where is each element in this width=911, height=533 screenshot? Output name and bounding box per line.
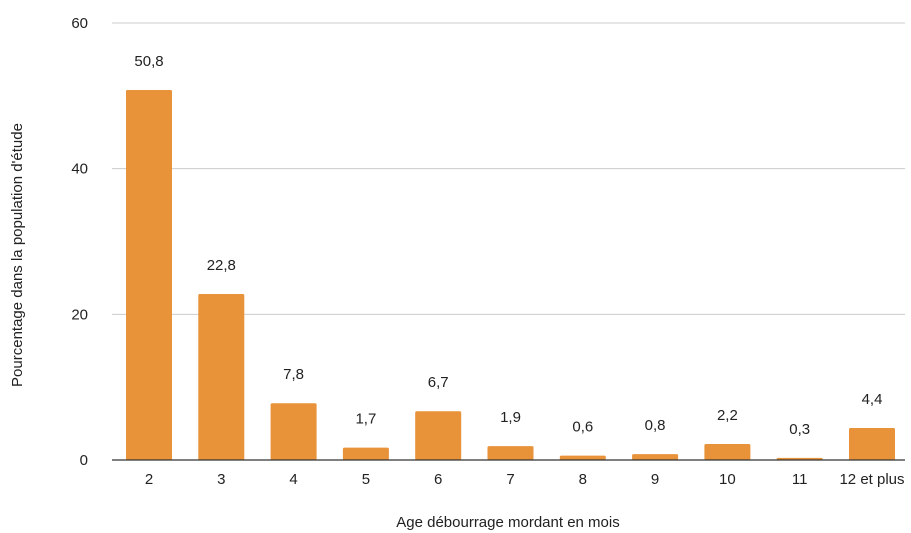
bar — [632, 454, 679, 460]
bar-value-label: 4,4 — [862, 391, 883, 408]
x-tick-label: 4 — [289, 471, 297, 488]
bars — [126, 90, 895, 461]
bar — [342, 447, 389, 460]
bar-value-label: 7,8 — [283, 366, 304, 383]
x-tick-label: 8 — [579, 471, 587, 488]
data-labels: 50,8 22,8 7,8 1,7 6,7 1,9 0,6 0,8 2,2 0,3 4,4 — [134, 53, 882, 438]
y-tick-label: 60 — [71, 15, 88, 32]
bar-value-label: 0,3 — [789, 421, 810, 438]
bar-value-label: 0,8 — [645, 417, 666, 434]
bar-value-label: 1,7 — [355, 411, 376, 428]
x-tick-label: 3 — [217, 471, 225, 488]
x-tick-label: 2 — [145, 471, 153, 488]
x-tick-label: 6 — [434, 471, 442, 488]
bar-value-label: 22,8 — [207, 257, 236, 274]
bar — [126, 90, 172, 461]
x-tick-label: 11 — [792, 471, 808, 488]
y-tick-label: 0 — [80, 452, 88, 469]
x-tick-label: 9 — [651, 471, 659, 488]
x-axis-title: Age débourrage mordant en mois — [396, 514, 619, 531]
bar — [198, 293, 245, 460]
bar — [849, 427, 895, 460]
x-axis-ticks: 2 3 4 5 6 7 8 9 10 11 12 et plus — [145, 471, 905, 488]
bar — [270, 403, 317, 460]
x-tick-label: 7 — [506, 471, 514, 488]
bar — [415, 411, 462, 460]
bar-value-label: 50,8 — [134, 53, 163, 70]
bar-value-label: 2,2 — [717, 407, 738, 424]
x-tick-label: 12 et plus — [839, 471, 904, 488]
x-tick-label: 5 — [362, 471, 370, 488]
bar-value-label: 0,6 — [572, 419, 593, 436]
bar-value-label: 1,9 — [500, 409, 521, 426]
y-axis-title: Pourcentage dans la population d'étude — [9, 123, 26, 387]
bar — [704, 443, 751, 460]
y-tick-label: 40 — [71, 161, 88, 178]
y-tick-label: 20 — [71, 306, 88, 323]
y-axis-ticks: 0 20 40 60 — [71, 15, 88, 469]
x-tick-label: 10 — [719, 471, 736, 488]
bar-value-label: 6,7 — [428, 374, 449, 391]
bar — [559, 455, 606, 460]
bar — [487, 446, 534, 460]
